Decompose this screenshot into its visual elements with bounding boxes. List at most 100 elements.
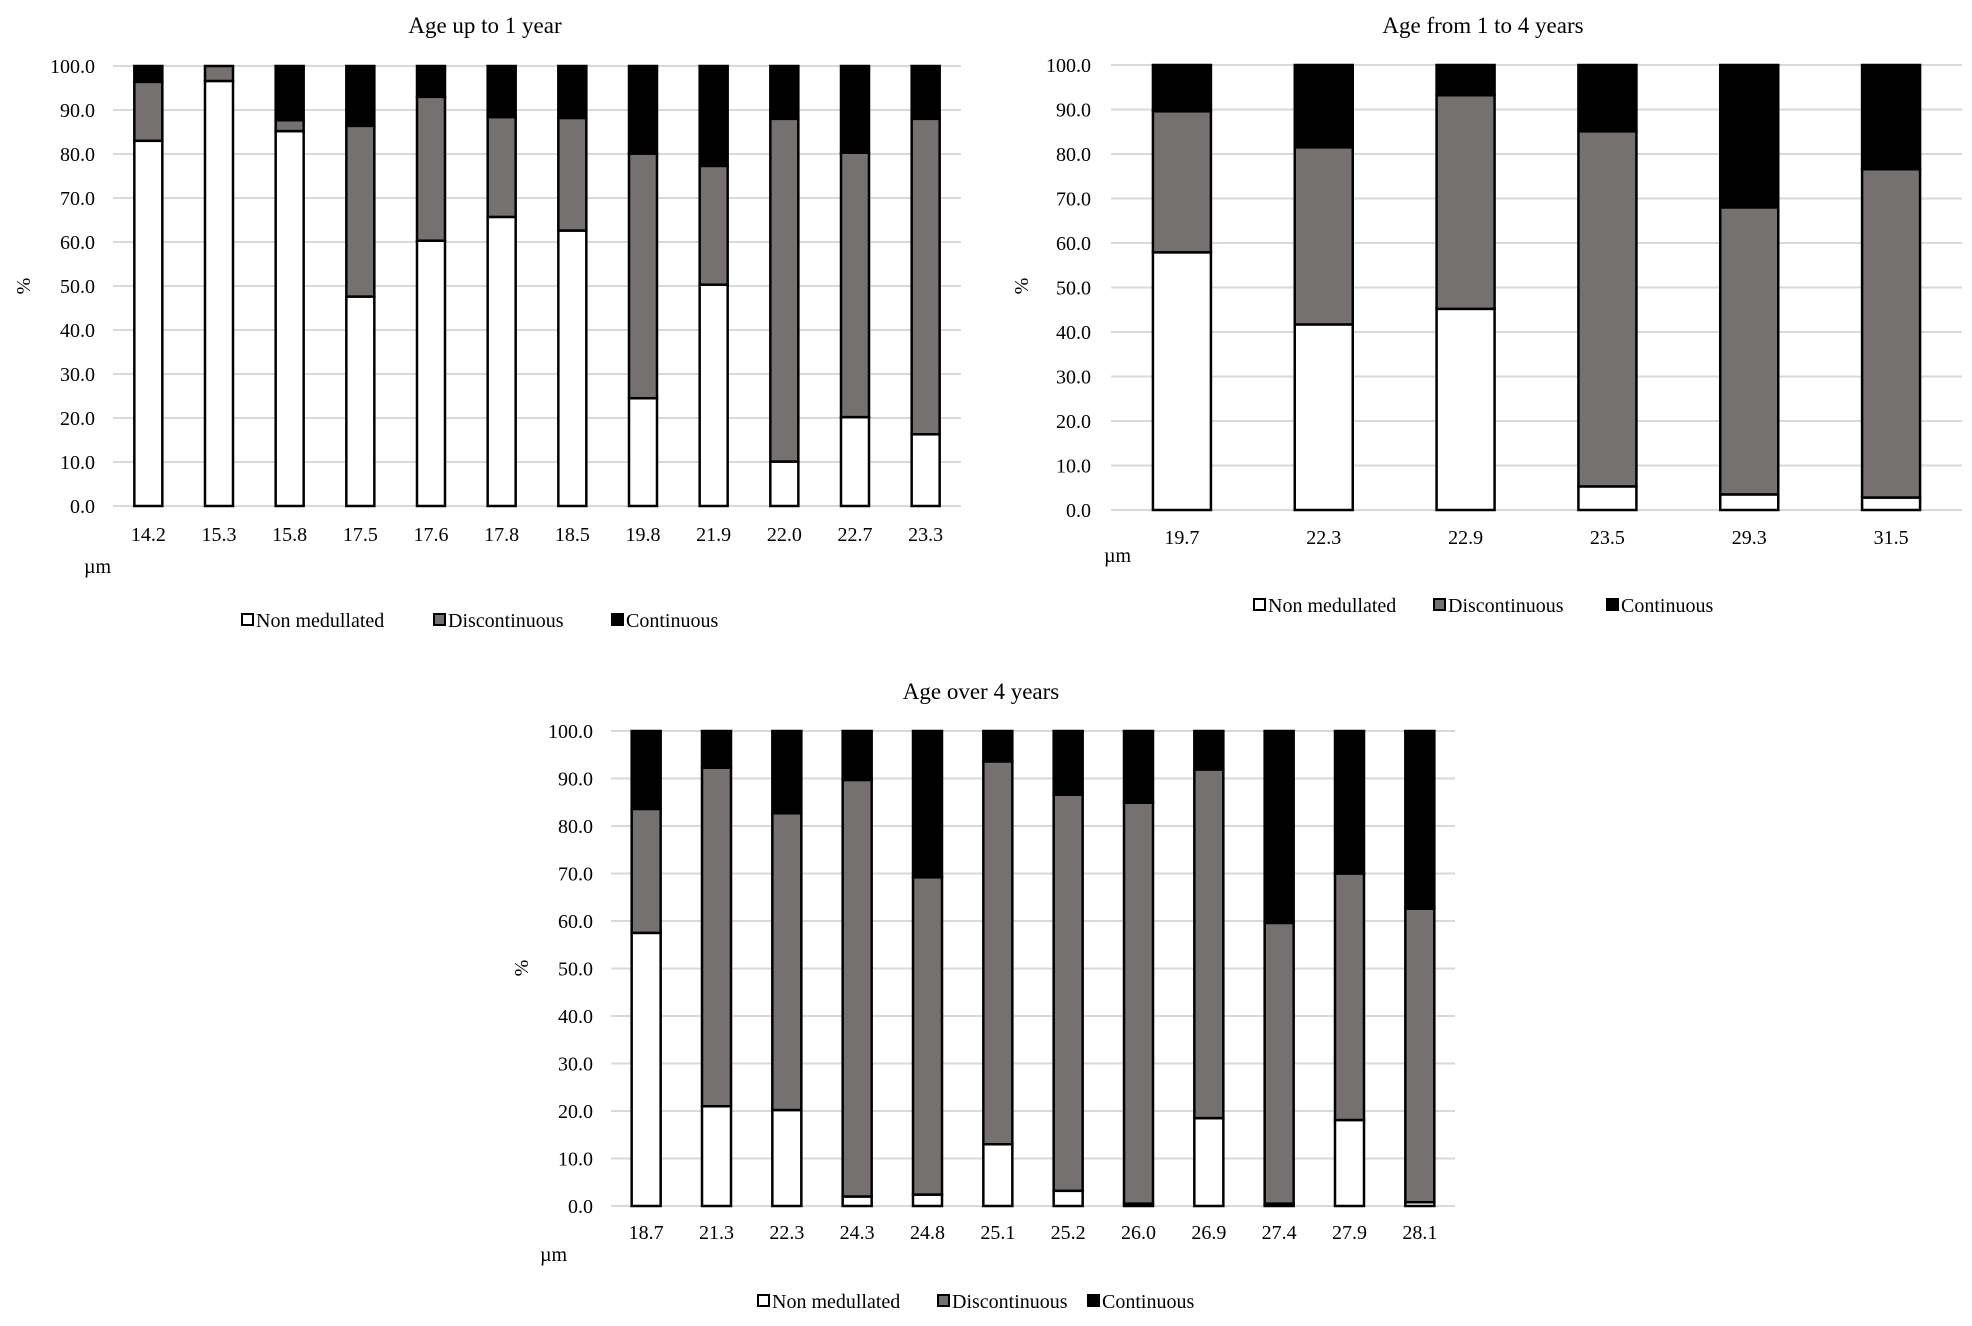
bar-non-medullated bbox=[1719, 493, 1780, 512]
x-tick-label: 28.1 bbox=[1402, 1222, 1437, 1244]
bar-discontinuous bbox=[1052, 793, 1084, 1193]
x-tick-label: 14.2 bbox=[131, 524, 166, 546]
x-tick-label: 19.8 bbox=[626, 524, 661, 546]
bar-non-medullated bbox=[911, 1193, 944, 1208]
bar-stack-21.9 bbox=[698, 64, 729, 508]
bar-non-medullated bbox=[1151, 251, 1213, 512]
legend-label: Discontinuous bbox=[952, 1291, 1068, 1313]
bar-non-medullated bbox=[203, 79, 235, 508]
legend-swatch bbox=[241, 613, 254, 626]
bar-discontinuous bbox=[486, 115, 517, 219]
bar-discontinuous bbox=[1435, 94, 1496, 311]
y-axis-label: % bbox=[511, 960, 533, 977]
y-tick-label: 100.0 bbox=[1046, 55, 1091, 77]
bar-non-medullated bbox=[769, 460, 800, 508]
bar-continuous bbox=[698, 64, 729, 168]
bar-non-medullated bbox=[771, 1108, 803, 1208]
bar-non-medullated bbox=[1333, 1118, 1366, 1208]
chart-title: Age over 4 years bbox=[903, 679, 1060, 704]
bar-continuous bbox=[911, 729, 944, 879]
bar-stack-22.0 bbox=[769, 64, 800, 508]
bar-stack-22.7 bbox=[839, 64, 871, 508]
legend-swatch bbox=[611, 613, 624, 626]
bar-discontinuous bbox=[274, 118, 305, 133]
bar-continuous bbox=[557, 64, 588, 120]
y-tick-label: 0.0 bbox=[70, 496, 95, 518]
bar-discontinuous bbox=[133, 80, 164, 143]
bar-continuous bbox=[910, 64, 941, 121]
bar-stack-21.3 bbox=[700, 729, 733, 1208]
bar-discontinuous bbox=[1577, 130, 1638, 488]
bar-continuous bbox=[841, 729, 873, 782]
x-tick-label: 21.3 bbox=[699, 1222, 734, 1244]
x-tick-label: 25.1 bbox=[980, 1222, 1015, 1244]
bar-stack-27.9 bbox=[1333, 729, 1366, 1208]
y-tick-label: 80.0 bbox=[60, 144, 95, 166]
legend-item-continuous: Continuous bbox=[1606, 595, 1713, 617]
bar-stack-24.3 bbox=[841, 729, 873, 1208]
y-tick-label: 60.0 bbox=[60, 232, 95, 254]
bar-discontinuous bbox=[1719, 206, 1780, 496]
bar-continuous bbox=[415, 64, 447, 99]
bar-continuous bbox=[627, 64, 659, 155]
y-tick-label: 70.0 bbox=[1056, 189, 1091, 211]
y-tick-label: 100.0 bbox=[548, 721, 593, 743]
y-tick-label: 30.0 bbox=[1056, 367, 1091, 389]
bar-continuous bbox=[1404, 729, 1436, 910]
legend-swatch bbox=[1087, 1294, 1100, 1307]
bar-stack-15.8 bbox=[274, 64, 305, 508]
bar-stack-26.9 bbox=[1193, 729, 1225, 1208]
x-tick-label: 25.2 bbox=[1051, 1222, 1086, 1244]
y-tick-label: 40.0 bbox=[558, 1006, 593, 1028]
chart-title: Age up to 1 year bbox=[408, 13, 562, 38]
y-tick-label: 50.0 bbox=[1056, 278, 1091, 300]
bar-non-medullated bbox=[1193, 1116, 1225, 1208]
bar-continuous bbox=[1577, 63, 1638, 133]
x-tick-label: 21.9 bbox=[696, 524, 731, 546]
bar-stack-23.3 bbox=[910, 64, 941, 508]
bar-continuous bbox=[1263, 729, 1295, 925]
legend-item-continuous: Continuous bbox=[1087, 1291, 1194, 1313]
bar-stack-18.5 bbox=[557, 64, 588, 508]
bar-non-medullated bbox=[415, 239, 447, 508]
bar-continuous bbox=[769, 64, 800, 121]
bar-continuous bbox=[133, 64, 164, 84]
bar-stack-27.4 bbox=[1263, 729, 1295, 1208]
bar-continuous bbox=[1193, 729, 1225, 771]
y-tick-label: 50.0 bbox=[558, 959, 593, 981]
x-tick-label: 22.7 bbox=[838, 524, 873, 546]
bar-discontinuous bbox=[557, 116, 588, 232]
bar-stack-24.8 bbox=[911, 729, 944, 1208]
bar-discontinuous bbox=[982, 760, 1014, 1146]
y-tick-label: 30.0 bbox=[60, 364, 95, 386]
y-tick-label: 10.0 bbox=[558, 1149, 593, 1171]
bar-stack-18.7 bbox=[630, 729, 662, 1208]
y-tick-label: 90.0 bbox=[558, 769, 593, 791]
bar-stack-19.8 bbox=[627, 64, 659, 508]
bar-non-medullated bbox=[486, 215, 517, 508]
bar-continuous bbox=[700, 729, 733, 769]
bar-non-medullated bbox=[700, 1105, 733, 1208]
legend-label: Continuous bbox=[626, 610, 718, 632]
bar-non-medullated bbox=[274, 129, 305, 508]
y-tick-label: 100.0 bbox=[50, 56, 95, 78]
x-tick-label: 23.3 bbox=[908, 524, 943, 546]
y-tick-label: 20.0 bbox=[60, 408, 95, 430]
bar-discontinuous bbox=[700, 766, 733, 1108]
bar-non-medullated bbox=[627, 396, 659, 508]
x-tick-label: 24.3 bbox=[840, 1222, 875, 1244]
bar-continuous bbox=[1122, 729, 1155, 804]
bar-stack-31.5 bbox=[1860, 63, 1922, 512]
y-tick-label: 20.0 bbox=[1056, 411, 1091, 433]
legend-label: Non medullated bbox=[772, 1291, 900, 1313]
bar-discontinuous bbox=[1293, 146, 1354, 326]
x-tick-label: 22.3 bbox=[1306, 527, 1341, 549]
bar-continuous bbox=[345, 64, 376, 128]
bar-stack-17.5 bbox=[345, 64, 376, 508]
x-tick-label: 15.8 bbox=[272, 524, 307, 546]
bar-continuous bbox=[1151, 63, 1213, 113]
bar-non-medullated bbox=[1435, 307, 1496, 512]
bar-discontinuous bbox=[771, 811, 803, 1112]
legend-label: Continuous bbox=[1621, 595, 1713, 617]
